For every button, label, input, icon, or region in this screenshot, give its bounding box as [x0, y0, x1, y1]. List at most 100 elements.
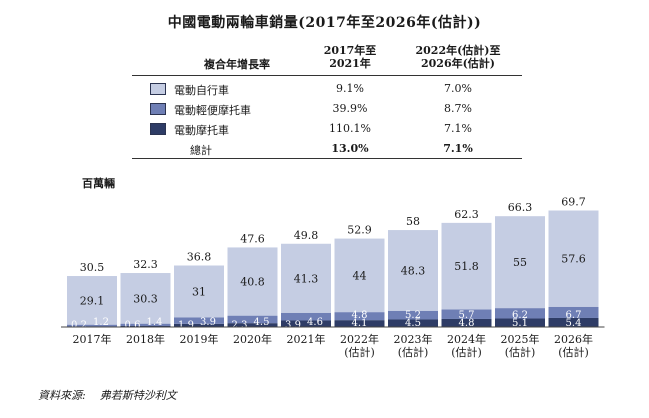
bar-segment-electric-bicycle	[67, 276, 117, 325]
segment-label-electric-motorcycle: 4.5	[405, 318, 421, 329]
bar-segment-electric-moped	[67, 324, 117, 327]
bar-segment-electric-moped	[441, 309, 492, 319]
source-label: 資料來源:	[38, 389, 86, 402]
bar-segment-electric-moped	[281, 312, 331, 321]
row-val2-electric-bicycle: 7.0%	[444, 82, 472, 95]
row-val2-electric-moped: 8.7%	[444, 102, 472, 115]
segment-label-electric-moped: 6.2	[512, 310, 528, 321]
bar-segment-electric-bicycle	[120, 273, 171, 324]
row-val2-electric-motorcycle: 7.1%	[444, 122, 472, 135]
bar-segment-electric-motorcycle	[120, 325, 171, 327]
row-val1-electric-moped: 39.9%	[332, 102, 368, 115]
segment-label-electric-motorcycle: 2.3	[232, 320, 248, 331]
swatch-electric-bicycle	[150, 83, 166, 95]
bar-segment-electric-motorcycle	[441, 318, 492, 327]
x-tick-label: 2020年	[233, 332, 272, 346]
bar-segment-electric-bicycle	[281, 243, 331, 313]
bar-segment-electric-motorcycle	[548, 317, 599, 327]
segment-label-electric-moped: 4.8	[352, 310, 368, 321]
segment-label-electric-moped: 5.7	[459, 310, 475, 321]
x-tick-label: (估計)	[398, 345, 429, 359]
bar-total-label: 32.3	[133, 258, 158, 271]
cagr-header-period2-line2: 2026年(估計)	[420, 57, 496, 70]
bar-segment-electric-bicycle	[495, 216, 545, 309]
bar-segment-electric-bicycle	[334, 238, 385, 313]
segment-label-electric-bicycle: 57.6	[561, 253, 586, 266]
cagr-header-period1-line2: 2021年	[329, 57, 371, 70]
bar-total-label: 36.8	[187, 250, 212, 263]
cagr-header-period2-line1: 2022年(估計)至	[415, 44, 501, 57]
segment-label-electric-motorcycle: 3.9	[285, 320, 301, 331]
x-tick-label: 2021年	[287, 332, 326, 346]
segment-label-electric-motorcycle: 4.8	[459, 318, 475, 329]
source-text: 弗若斯特沙利文	[99, 389, 177, 402]
segment-label-electric-bicycle: 29.1	[80, 294, 105, 307]
bar-segment-electric-motorcycle	[334, 320, 385, 327]
x-tick-label: (估計)	[505, 345, 536, 359]
segment-label-electric-moped: 3.9	[200, 317, 216, 328]
segment-label-electric-motorcycle: 0.6	[125, 320, 141, 331]
segment-label-electric-motorcycle: 0.2	[71, 320, 87, 331]
segment-label-electric-bicycle: 48.3	[401, 264, 426, 277]
row-label-electric-motorcycle: 電動摩托車	[174, 124, 229, 137]
bar-segment-electric-moped	[548, 306, 599, 318]
cagr-header-period1-line1: 2017年至	[323, 44, 377, 57]
swatch-electric-moped	[150, 103, 166, 115]
source-note: 資料來源: 弗若斯特沙利文	[38, 387, 191, 403]
x-tick-label: 2026年	[554, 332, 593, 346]
row-val2-total: 7.1%	[443, 142, 473, 155]
bar-total-label: 47.6	[240, 232, 265, 245]
x-tick-label: 2022年	[340, 332, 379, 346]
segment-label-electric-moped: 4.6	[307, 317, 323, 328]
segment-label-electric-bicycle: 31	[192, 285, 206, 298]
x-tick-label: 2023年	[394, 332, 433, 346]
table-rule-top	[132, 75, 522, 76]
segment-label-electric-bicycle: 41.3	[294, 272, 319, 285]
bar-segment-electric-moped	[227, 315, 278, 324]
bar-total-label: 52.9	[347, 224, 372, 237]
segment-label-electric-bicycle: 44	[353, 269, 367, 282]
bar-total-label: 58	[406, 215, 420, 228]
bar-segment-electric-moped	[174, 317, 224, 324]
bar-segment-electric-motorcycle	[281, 320, 331, 327]
x-tick-label: (估計)	[451, 345, 482, 359]
cagr-header-metric: 複合年增長率	[204, 58, 270, 71]
bar-segment-electric-bicycle	[388, 230, 438, 311]
segment-label-electric-moped: 6.7	[566, 310, 582, 321]
bar-segment-electric-bicycle	[548, 210, 599, 307]
bar-segment-electric-moped	[495, 308, 545, 319]
bar-segment-electric-moped	[120, 323, 171, 326]
segment-label-electric-motorcycle: 4.1	[352, 318, 368, 329]
unit-label: 百萬輛	[82, 177, 115, 190]
segment-label-electric-bicycle: 40.8	[240, 276, 265, 289]
bar-total-label: 62.3	[454, 208, 479, 221]
row-label-electric-bicycle: 電動自行車	[174, 84, 229, 97]
cagr-header-period1: 2017年至 2021年	[310, 44, 390, 70]
segment-label-electric-moped: 5.2	[405, 310, 421, 321]
bar-segment-electric-moped	[334, 312, 385, 321]
x-tick-label: 2018年	[126, 332, 165, 346]
segment-label-electric-moped: 1.2	[93, 317, 109, 328]
segment-label-electric-motorcycle: 5.1	[512, 318, 528, 329]
segment-label-electric-bicycle: 55	[513, 256, 527, 269]
segment-label-electric-motorcycle: 1.9	[178, 320, 194, 331]
x-tick-label: (估計)	[558, 345, 589, 359]
row-label-electric-moped: 電動輕便摩托車	[174, 104, 251, 117]
bar-segment-electric-motorcycle	[227, 323, 278, 327]
row-val1-electric-motorcycle: 110.1%	[329, 122, 371, 135]
bar-total-label: 66.3	[508, 201, 533, 214]
x-tick-label: 2019年	[180, 332, 219, 346]
segment-label-electric-moped: 1.4	[147, 317, 163, 328]
bar-segment-electric-motorcycle	[495, 318, 545, 327]
x-tick-label: 2024年	[447, 332, 486, 346]
cagr-header-period2: 2022年(估計)至 2026年(估計)	[394, 44, 522, 70]
row-val1-electric-bicycle: 9.1%	[336, 82, 364, 95]
bar-total-label: 30.5	[80, 261, 105, 274]
bar-segment-electric-motorcycle	[388, 319, 438, 327]
bar-segment-electric-motorcycle	[174, 323, 224, 327]
table-rule-bottom	[132, 158, 522, 159]
segment-label-electric-bicycle: 51.8	[454, 260, 479, 273]
row-label-total: 總計	[190, 144, 212, 157]
bar-segment-electric-moped	[388, 310, 438, 320]
